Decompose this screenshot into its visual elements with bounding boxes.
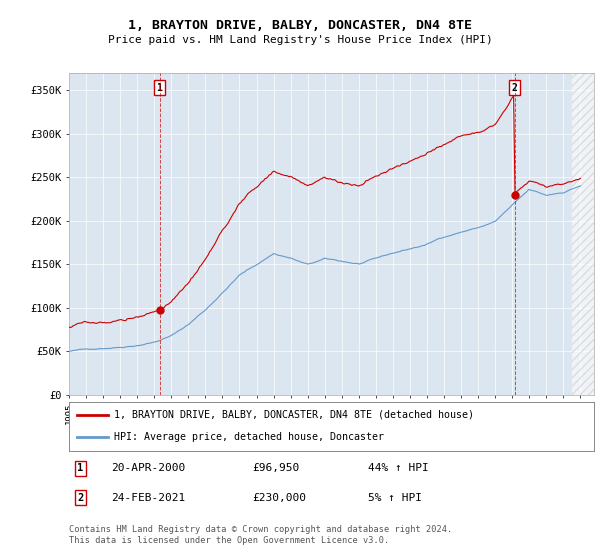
- Text: 1: 1: [77, 463, 83, 473]
- Text: 44% ↑ HPI: 44% ↑ HPI: [368, 463, 429, 473]
- Text: HPI: Average price, detached house, Doncaster: HPI: Average price, detached house, Donc…: [113, 432, 383, 442]
- Text: 2: 2: [77, 493, 83, 503]
- Text: 1: 1: [157, 82, 163, 92]
- Text: 1, BRAYTON DRIVE, BALBY, DONCASTER, DN4 8TE: 1, BRAYTON DRIVE, BALBY, DONCASTER, DN4 …: [128, 18, 472, 32]
- Text: £96,950: £96,950: [253, 463, 300, 473]
- Text: 20-APR-2000: 20-APR-2000: [111, 463, 185, 473]
- Text: 5% ↑ HPI: 5% ↑ HPI: [368, 493, 422, 503]
- Text: 2: 2: [512, 82, 518, 92]
- Text: 1, BRAYTON DRIVE, BALBY, DONCASTER, DN4 8TE (detached house): 1, BRAYTON DRIVE, BALBY, DONCASTER, DN4 …: [113, 410, 473, 420]
- Text: Price paid vs. HM Land Registry's House Price Index (HPI): Price paid vs. HM Land Registry's House …: [107, 35, 493, 45]
- Text: Contains HM Land Registry data © Crown copyright and database right 2024.
This d: Contains HM Land Registry data © Crown c…: [69, 525, 452, 545]
- Text: £230,000: £230,000: [253, 493, 307, 503]
- Text: 24-FEB-2021: 24-FEB-2021: [111, 493, 185, 503]
